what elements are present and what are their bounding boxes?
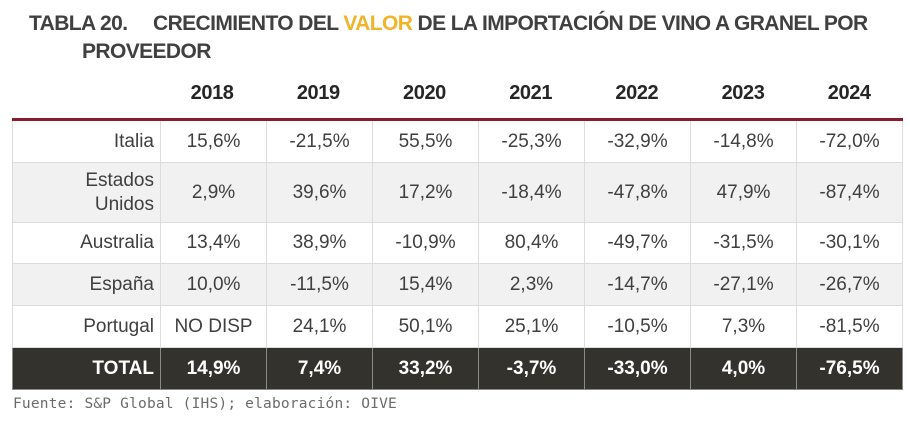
- cell: -25,3%: [478, 119, 585, 163]
- cell: 47,9%: [690, 162, 797, 223]
- table-row: Italia 15,6% -21,5% 55,5% -25,3% -32,9% …: [12, 119, 903, 163]
- total-cell: 4,0%: [690, 347, 797, 390]
- row-label: Estados Unidos: [12, 162, 161, 223]
- cell: -14,8%: [690, 119, 797, 163]
- column-headers: 2018 2019 2020 2021 2022 2023 2024: [159, 82, 902, 105]
- total-cell: -76,5%: [796, 347, 903, 390]
- title-text-before: CRECIMIENTO DEL: [153, 12, 344, 35]
- cell: -87,4%: [796, 162, 903, 223]
- cell: NO DISP: [160, 305, 267, 348]
- cell: -81,5%: [796, 305, 903, 348]
- cell: -72,0%: [796, 119, 903, 163]
- cell: 55,5%: [372, 119, 479, 163]
- cell: -30,1%: [796, 222, 903, 264]
- title-text-after: DE LA IMPORTACIÓN DE VINO A GRANEL POR: [412, 12, 869, 35]
- cell: -31,5%: [690, 222, 797, 264]
- table-row: Portugal NO DISP 24,1% 50,1% 25,1% -10,5…: [12, 305, 903, 348]
- title-highlight: VALOR: [343, 12, 413, 35]
- cell: -26,7%: [796, 263, 903, 306]
- table-number: TABLA 20.: [29, 12, 128, 35]
- total-cell: -3,7%: [478, 347, 585, 390]
- title-line2: PROVEEDOR: [82, 40, 211, 63]
- cell: 15,4%: [372, 263, 479, 306]
- cell: 39,6%: [266, 162, 373, 223]
- cell: 7,3%: [690, 305, 797, 348]
- column-header: 2020: [403, 82, 446, 104]
- growth-table: Italia 15,6% -21,5% 55,5% -25,3% -32,9% …: [12, 118, 903, 390]
- cell: 13,4%: [160, 222, 267, 264]
- row-label: España: [12, 263, 161, 306]
- column-header: 2021: [509, 82, 553, 104]
- cell: 38,9%: [266, 222, 373, 264]
- total-cell: 33,2%: [372, 347, 479, 390]
- cell: -18,4%: [478, 162, 585, 223]
- total-cell: 7,4%: [266, 347, 373, 390]
- cell: -10,9%: [372, 222, 479, 264]
- column-header: 2018: [190, 82, 234, 104]
- cell: -47,8%: [584, 162, 691, 223]
- total-row: TOTAL 14,9% 7,4% 33,2% -3,7% -33,0% 4,0%…: [12, 347, 903, 390]
- column-header: 2023: [721, 82, 765, 104]
- cell: 2,9%: [160, 162, 267, 223]
- table-row: Estados Unidos 2,9% 39,6% 17,2% -18,4% -4…: [12, 162, 903, 223]
- cell: 17,2%: [372, 162, 479, 223]
- row-label: Australia: [12, 222, 161, 264]
- row-label-line2: Unidos: [94, 193, 154, 215]
- row-label: Portugal: [12, 305, 161, 348]
- total-label: TOTAL: [12, 347, 161, 390]
- cell: -49,7%: [584, 222, 691, 264]
- cell: 25,1%: [478, 305, 585, 348]
- cell: 15,6%: [160, 119, 267, 163]
- cell: -10,5%: [584, 305, 691, 348]
- cell: -27,1%: [690, 263, 797, 306]
- cell: 24,1%: [266, 305, 373, 348]
- row-label-line1: Estados: [85, 169, 154, 191]
- column-header: 2022: [615, 82, 659, 104]
- cell: 50,1%: [372, 305, 479, 348]
- table-title: TABLA 20. CRECIMIENTO DEL VALOR DE LA IMP…: [29, 10, 868, 66]
- cell: -32,9%: [584, 119, 691, 163]
- row-label: Italia: [12, 119, 161, 163]
- total-cell: 14,9%: [160, 347, 267, 390]
- column-header: 2024: [827, 82, 871, 104]
- column-header: 2019: [296, 82, 340, 104]
- source-note: Fuente: S&P Global (IHS); elaboración: O…: [13, 396, 397, 412]
- cell: 10,0%: [160, 263, 267, 306]
- table-row: Australia 13,4% 38,9% -10,9% 80,4% -49,7…: [12, 222, 903, 264]
- cell: -21,5%: [266, 119, 373, 163]
- cell: -14,7%: [584, 263, 691, 306]
- total-cell: -33,0%: [584, 347, 691, 390]
- table-row: España 10,0% -11,5% 15,4% 2,3% -14,7% -2…: [12, 263, 903, 306]
- cell: 2,3%: [478, 263, 585, 306]
- cell: 80,4%: [478, 222, 585, 264]
- cell: -11,5%: [266, 263, 373, 306]
